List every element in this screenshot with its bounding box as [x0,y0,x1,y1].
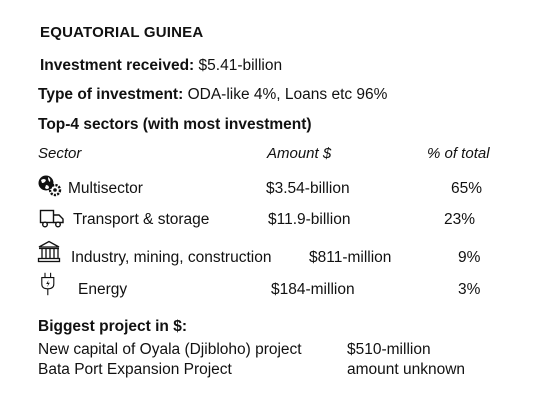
sector-name: Multisector [68,180,143,197]
investment-type-label: Type of investment: [38,86,184,103]
sector-amount: $11.9-billion [268,211,351,228]
country-title: EQUATORIAL GUINEA [40,24,204,41]
sector-share: 23% [444,211,476,228]
column-amount: Amount $ [267,145,332,162]
investment-type-row: Type of investment: ODA-like 4%, Loans e… [38,86,387,104]
truck-icon [39,207,65,231]
sector-amount: $184-million [271,281,355,298]
sector-name: Transport & storage [73,211,210,228]
sector-amount: $811-million [309,249,392,266]
project-amount: amount unknown [347,361,466,378]
project-name: New capital of Oyala (Djibloho) project [38,341,302,358]
investment-row: Investment received: $5.41-billion [40,57,282,75]
sector-amount: $3.54-billion [266,180,350,197]
column-sector: Sector [38,145,82,162]
sector-name: Industry, mining, construction [71,249,272,266]
sector-name: Energy [78,281,128,298]
sector-share: 9% [458,249,481,266]
plug-icon [36,272,62,296]
sectors-heading: Top-4 sectors (with most investment) [38,116,312,133]
sector-share: 3% [458,281,481,298]
investment-type-value: ODA-like 4%, Loans etc 96% [187,86,388,103]
sector-share: 65% [451,180,483,197]
building-icon [37,240,63,264]
globe-gear-icon [37,174,63,198]
project-amount: $510-million [347,341,431,358]
investment-value: $5.41-billion [198,57,283,74]
project-name: Bata Port Expansion Project [38,361,232,378]
projects-heading: Biggest project in $: [38,318,187,335]
investment-label: Investment received: [40,57,195,74]
column-share: % of total [427,145,490,162]
